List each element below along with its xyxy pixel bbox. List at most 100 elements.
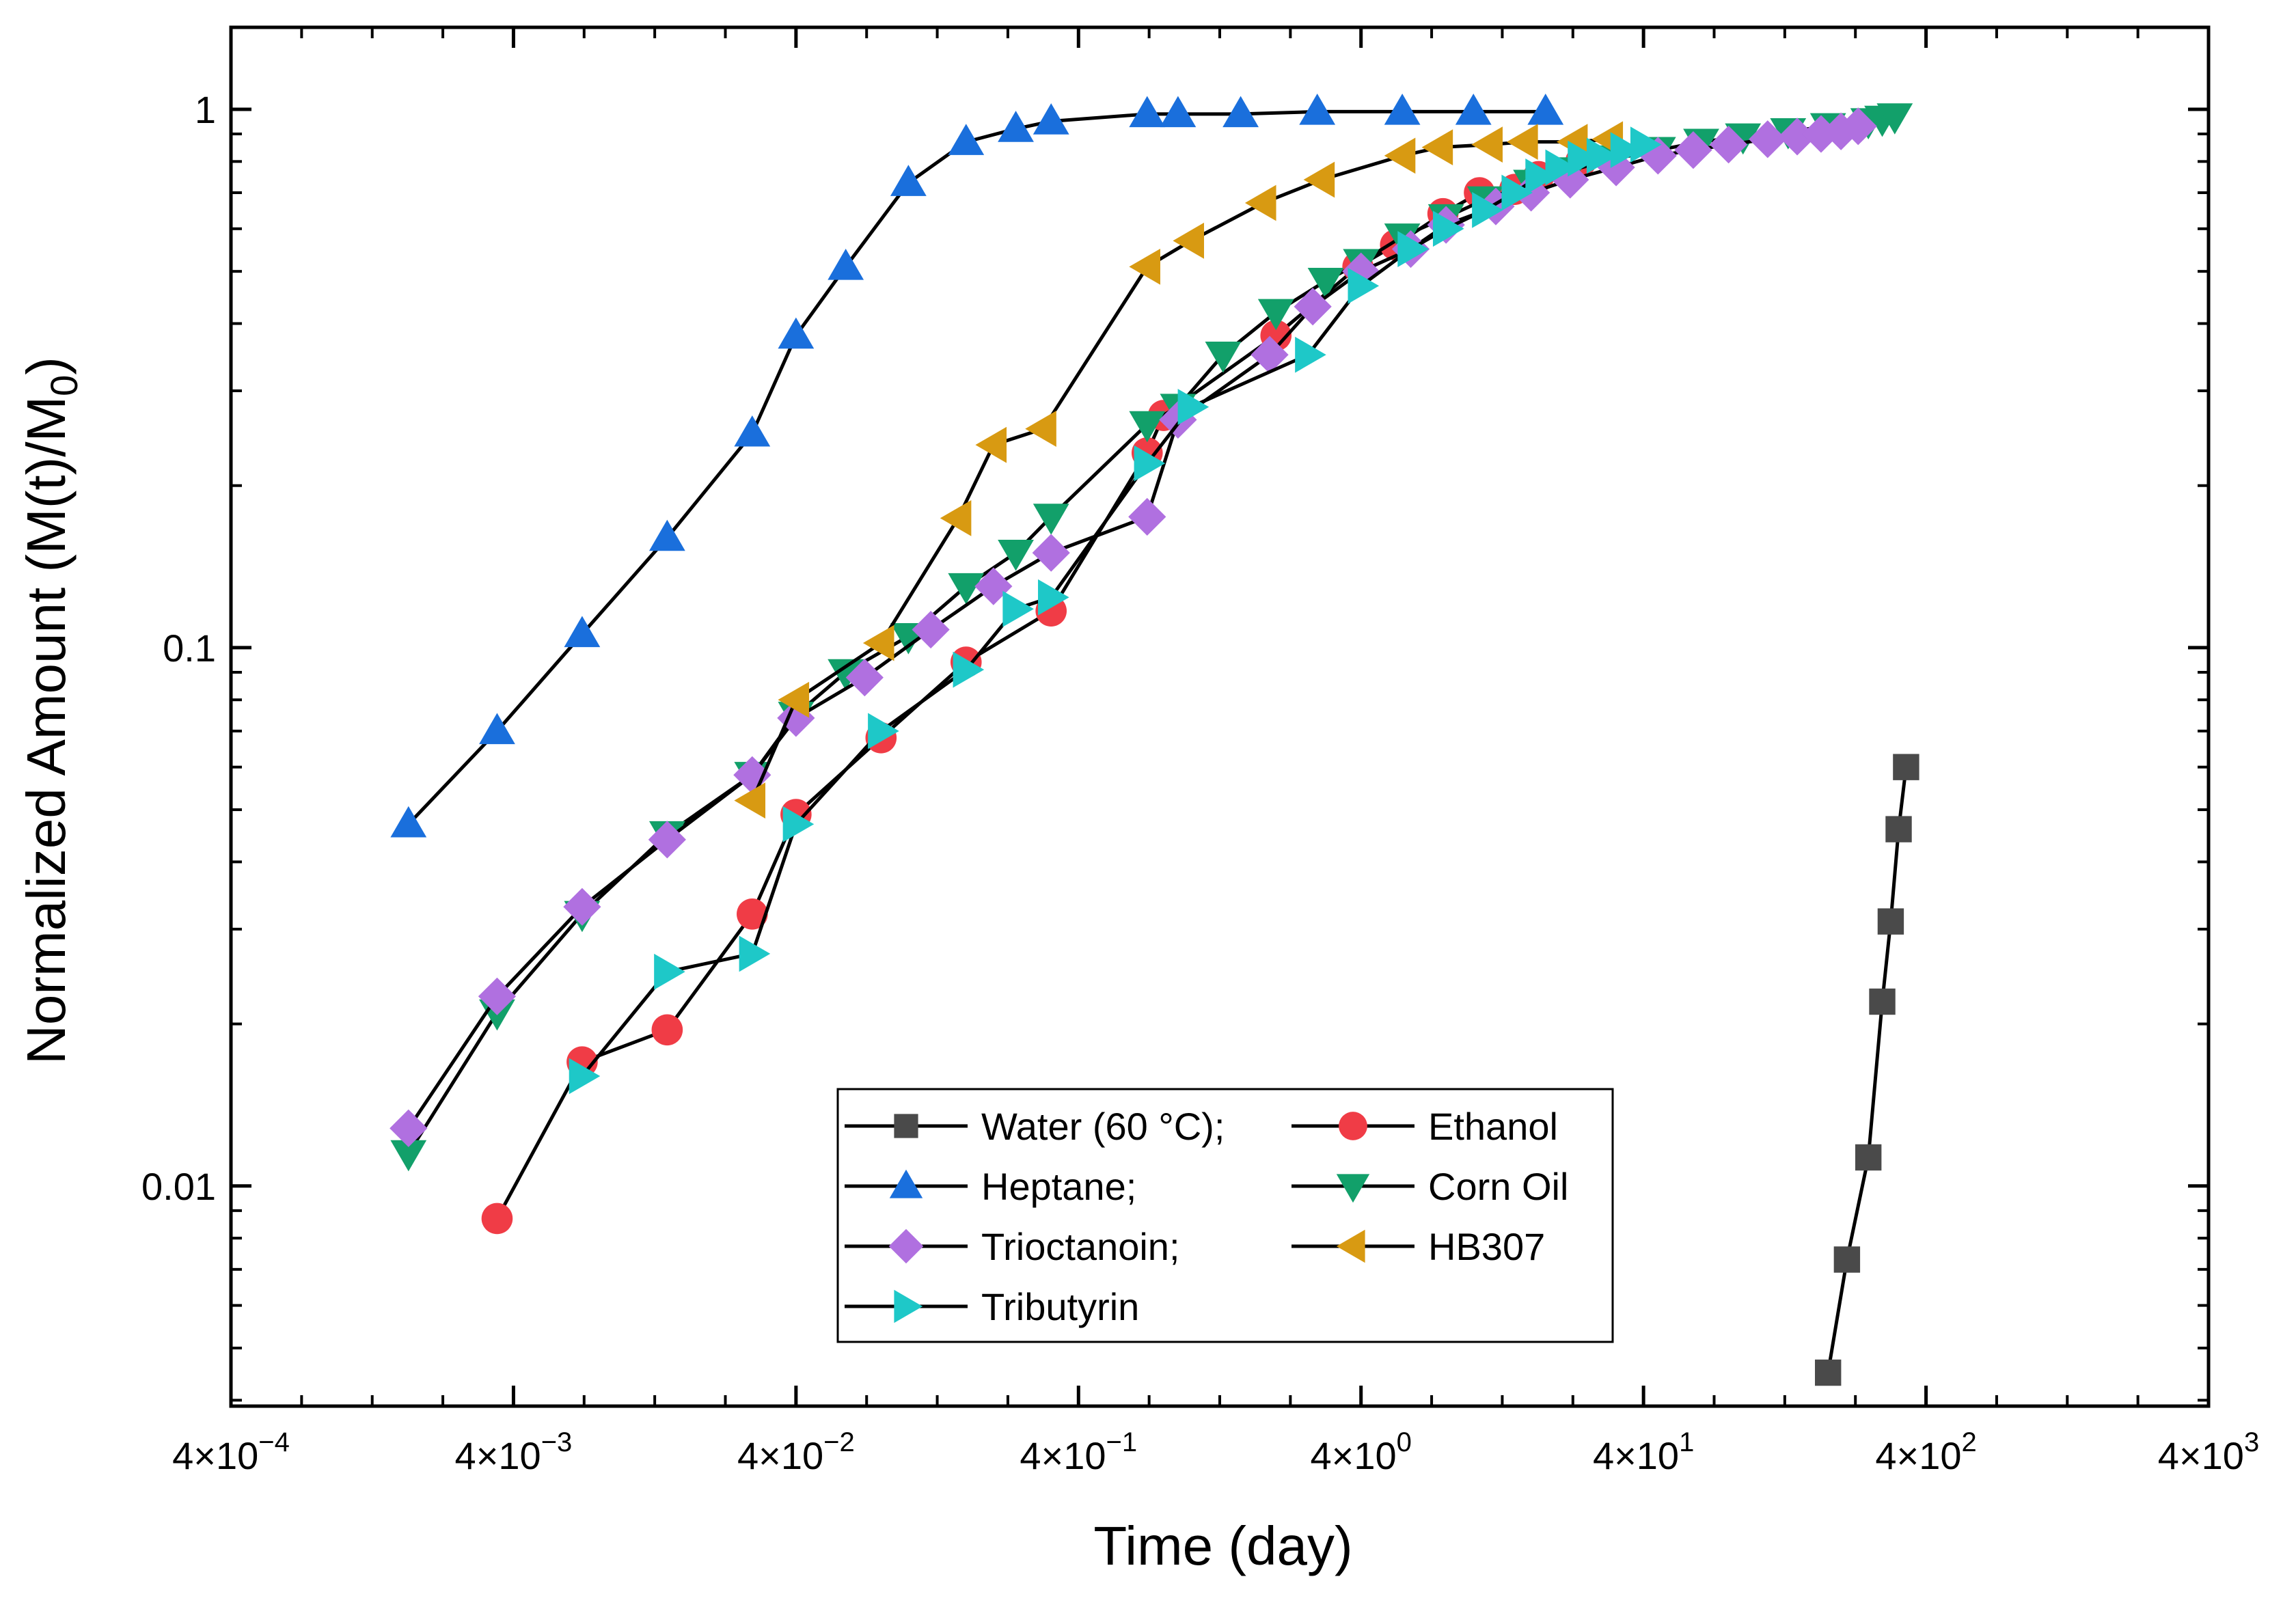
series-line xyxy=(407,124,1859,1129)
data-point xyxy=(739,935,771,972)
data-point xyxy=(1674,131,1712,169)
data-point xyxy=(828,248,864,280)
data-point xyxy=(1778,118,1816,156)
data-point xyxy=(890,165,927,196)
x-tick-label: 4×10−4 xyxy=(172,1427,290,1477)
x-tick-label: 4×100 xyxy=(1311,1427,1412,1477)
data-point xyxy=(1471,126,1503,163)
data-point xyxy=(1893,754,1919,780)
data-point xyxy=(828,659,864,691)
data-point xyxy=(1472,191,1503,228)
data-point xyxy=(1307,267,1344,299)
data-point xyxy=(1384,94,1421,125)
data-point xyxy=(1525,159,1557,195)
legend-entry: Ethanol xyxy=(1292,1105,1558,1148)
legend-entry: Heptane; xyxy=(845,1165,1136,1208)
data-point xyxy=(1205,342,1242,373)
legend-label: Trioctanoin; xyxy=(981,1225,1180,1268)
data-point xyxy=(777,699,815,737)
data-point xyxy=(1749,120,1787,159)
data-point xyxy=(1002,590,1034,627)
data-point xyxy=(1501,174,1533,211)
data-point xyxy=(478,977,517,1015)
y-tick-label: 0.01 xyxy=(141,1165,216,1208)
data-point xyxy=(974,567,1013,605)
data-point xyxy=(998,111,1034,142)
data-point xyxy=(1033,504,1069,535)
x-tick-label: 4×10−2 xyxy=(737,1427,855,1477)
series-line xyxy=(495,159,1582,1220)
data-point xyxy=(975,426,1007,463)
data-point xyxy=(1257,299,1294,331)
data-point xyxy=(1507,124,1538,161)
data-point xyxy=(1709,125,1748,164)
data-point xyxy=(734,415,771,447)
data-point xyxy=(481,1203,513,1235)
legend-marker xyxy=(889,1169,923,1198)
plot-area xyxy=(390,94,1919,1386)
x-tick-label: 4×10−3 xyxy=(455,1427,573,1477)
data-point xyxy=(390,806,427,838)
data-point xyxy=(651,1014,683,1046)
data-point xyxy=(1876,103,1913,135)
legend-entry: Water (60 °C); xyxy=(845,1105,1225,1148)
data-point xyxy=(1432,210,1464,247)
data-point xyxy=(1177,389,1210,425)
series-trioctanoin xyxy=(390,107,1877,1147)
data-point xyxy=(778,681,810,718)
data-point xyxy=(1295,336,1326,373)
legend-box xyxy=(836,1088,1614,1343)
data-point xyxy=(1250,335,1289,374)
series-line xyxy=(580,143,1644,1077)
data-point xyxy=(1033,103,1069,135)
data-point xyxy=(1833,1246,1861,1273)
data-point xyxy=(948,573,985,605)
data-point xyxy=(1222,96,1259,128)
data-point xyxy=(845,659,884,697)
series-heptane xyxy=(390,94,1564,838)
data-point xyxy=(390,1140,427,1172)
x-tick-label: 4×10−1 xyxy=(1020,1427,1137,1477)
data-point xyxy=(1568,140,1599,177)
data-point xyxy=(868,713,899,750)
legend-label: Heptane; xyxy=(981,1165,1136,1208)
series-hb307 xyxy=(734,121,1624,819)
data-point xyxy=(1855,1144,1882,1171)
data-point xyxy=(862,624,894,661)
x-axis-title: Time (day) xyxy=(1093,1515,1352,1576)
data-point xyxy=(1348,267,1380,304)
legend: Water (60 °C); Ethanol Heptane; Corn Oil Tri… xyxy=(836,1088,1614,1343)
data-point xyxy=(940,499,972,536)
data-point xyxy=(1384,137,1416,174)
data-point xyxy=(1839,107,1877,146)
data-point xyxy=(564,616,601,648)
legend-marker xyxy=(1336,1229,1365,1263)
data-point xyxy=(390,1109,428,1147)
data-point xyxy=(948,124,985,155)
data-point xyxy=(648,519,685,551)
data-point xyxy=(1173,222,1205,259)
data-point xyxy=(778,317,815,349)
series-line xyxy=(407,109,1546,825)
legend-marker xyxy=(888,1228,924,1264)
legend-entry: Tributyrin xyxy=(845,1285,1139,1328)
data-point xyxy=(1160,96,1197,128)
data-point xyxy=(1294,288,1332,326)
data-point xyxy=(782,806,815,842)
x-tick-label: 4×101 xyxy=(1593,1427,1694,1477)
data-point xyxy=(1025,411,1056,447)
data-point xyxy=(648,821,686,859)
legend-entry: HB307 xyxy=(1292,1225,1545,1268)
legend-label: Ethanol xyxy=(1428,1105,1558,1148)
legend-marker xyxy=(894,1289,923,1323)
data-point xyxy=(1129,411,1166,443)
legend-marker xyxy=(1339,1112,1367,1140)
data-point xyxy=(1299,94,1336,125)
data-point xyxy=(1134,445,1166,482)
legend-entry: Trioctanoin; xyxy=(845,1225,1180,1268)
legend-label: Water (60 °C); xyxy=(981,1105,1225,1148)
legend-label: HB307 xyxy=(1428,1225,1545,1268)
data-point xyxy=(1527,94,1564,125)
data-point xyxy=(1586,137,1618,174)
legend-entry: Corn Oil xyxy=(1292,1165,1568,1208)
